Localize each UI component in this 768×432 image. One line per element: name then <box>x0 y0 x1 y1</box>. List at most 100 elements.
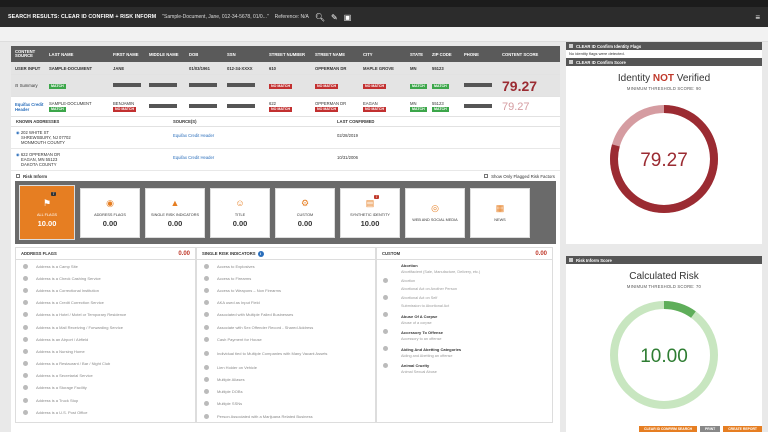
risk-flag-item: Associated with Multiple Failed Business… <box>197 309 375 321</box>
results-table: CONTENT SOURCE LAST NAME FIRST NAME MIDD… <box>11 46 560 117</box>
redacted-bar <box>189 104 217 108</box>
match-badge: MATCH <box>410 83 427 89</box>
custom-sub-item: Abortion <box>401 278 416 283</box>
summary-row[interactable]: ⊟ Summary MATCH NO MATCH NO MATCH NO MAT… <box>11 75 560 97</box>
custom-group-title: Animal Cruelty <box>401 363 430 368</box>
risk-flag-label: Address is a Hotel / Motel or Temporary … <box>36 312 127 318</box>
card-address-flags[interactable]: ◉ ADDRESS FLAGS 0.00 <box>80 187 140 238</box>
bottom-actions: CLEAR ID CONFIRM SEARCH PRINT CREATE REP… <box>566 426 768 432</box>
equifax-source-link[interactable]: Equifax Credit Header <box>15 101 44 112</box>
risk-flag-label: AKA used as Input Field <box>217 300 260 306</box>
card-synthetic-identity[interactable]: 7 ▤ SYNTHETIC IDENTITY 10.00 <box>340 187 400 238</box>
risk-detail-columns: ADDRESS FLAGS 0.00 Address is a Camp Site… <box>15 247 556 424</box>
subheader-strip <box>0 27 768 42</box>
flag-count-badge: 7 <box>51 192 56 196</box>
clear-id-confirm-search-button[interactable]: CLEAR ID CONFIRM SEARCH <box>639 426 698 432</box>
risk-flag-label: Address is a Restaurant / Bar / Night Cl… <box>36 361 111 367</box>
panel-toggle-icon[interactable] <box>569 258 573 262</box>
address-source-link[interactable]: Equifax Credit Header <box>173 155 215 160</box>
summary-last-name: MATCH <box>45 83 109 89</box>
redacted-bar <box>464 104 492 108</box>
risk-flag-item: Address is a Secretarial Service <box>16 370 195 382</box>
risk-flag-item: Lien Holder on Vehicle <box>197 361 375 373</box>
risk-flag-item: Access to Weapons – Non Firearms <box>197 284 375 296</box>
risk-flag-label: Multiple SSNs <box>217 401 243 407</box>
address-line2: SHREWSBURY, NJ 07702 <box>21 135 71 140</box>
address-row: ◉ 622 OPPERMAN DR EAGAN, MN 55123 DAKOTA… <box>11 149 560 171</box>
summary-street-number: NO MATCH <box>265 83 311 89</box>
address-source-link[interactable]: Equifax Credit Header <box>173 133 215 138</box>
status-dot-icon <box>23 385 28 391</box>
status-dot-icon <box>204 364 209 370</box>
identity-flags-message: No identity flags were detected. <box>566 50 762 58</box>
card-label: ALL FLAGS <box>36 212 58 217</box>
redacted-bar <box>149 83 177 87</box>
create-report-button[interactable]: CREATE REPORT <box>723 426 762 432</box>
hamburger-menu-icon[interactable]: ≡ <box>755 12 760 22</box>
status-dot-icon <box>204 263 209 269</box>
status-dot-icon <box>204 401 209 407</box>
risk-flag-label: Address is a Correctional Institution <box>36 287 99 293</box>
search-query: "Sample-Document, Jane, 012-34-5678, 01/… <box>162 14 269 20</box>
equifax-middle-name <box>145 104 185 109</box>
header-bar: SEARCH RESULTS: CLEAR ID CONFIRM + RISK … <box>0 7 768 27</box>
cell-dob: 01/03/1961 <box>189 65 210 71</box>
status-dot-icon <box>23 287 28 293</box>
edit-icon[interactable]: ✎ <box>331 12 338 22</box>
summary-middle-name <box>145 83 185 88</box>
panel-title: Risk Inform Score <box>576 257 612 263</box>
status-dot-icon <box>23 324 28 330</box>
risk-score-value: 10.00 <box>640 346 688 367</box>
flagged-only-toggle[interactable]: Show Only Flagged Risk Factors <box>479 174 555 179</box>
card-all-flags[interactable]: 7 ⚑ ALL FLAGS 10.00 <box>19 185 75 240</box>
panel-toggle-icon[interactable] <box>569 44 573 48</box>
risk-flag-item: Multiple Aliases <box>197 374 375 386</box>
custom-sub-item: Aiding and Abetting an offense <box>401 353 453 358</box>
card-custom[interactable]: ⚙ CUSTOM 0.00 <box>275 187 335 238</box>
status-dot-icon <box>23 361 28 367</box>
cell-city: MAPLE GROVE <box>363 65 394 71</box>
card-news[interactable]: ▦ NEWS <box>470 187 530 238</box>
risk-flag-item: Address is a Nursing Home <box>16 345 195 357</box>
card-label: TITLE <box>234 212 246 217</box>
equifax-state: MN MATCH <box>406 101 428 112</box>
flagged-only-checkbox[interactable] <box>484 174 489 178</box>
print-button[interactable]: PRINT <box>700 426 721 432</box>
risk-score-gauge: 10.00 <box>610 301 718 409</box>
gear-icon: ⚙ <box>300 197 310 208</box>
address-flags-list: Address is a Camp Site Address is a Check… <box>16 260 195 418</box>
equifax-dob <box>185 104 223 109</box>
info-icon[interactable]: i <box>257 250 264 257</box>
risk-flag-item: Address is a Camp Site <box>16 260 195 272</box>
risk-flag-item: AKA used as Input Field <box>197 297 375 309</box>
column-score: 0.00 <box>178 250 190 257</box>
address-line1: 202 WHITE ST <box>20 130 49 135</box>
card-web-social-media[interactable]: ◎ WEB AND SOCIAL MEDIA <box>405 187 465 238</box>
no-match-badge: NO MATCH <box>113 107 137 112</box>
address-flags-column: ADDRESS FLAGS 0.00 Address is a Camp Site… <box>15 247 196 424</box>
status-dot-icon <box>23 312 28 318</box>
risk-flag-label: Access to Firearms <box>217 275 252 281</box>
street-name-value: OPPERMAN DR <box>315 101 347 106</box>
cell-zip: 55123 <box>432 65 444 71</box>
cell-ssn: 012-34-XXXX <box>227 65 253 71</box>
custom-sub-item: Abuse of a corpse <box>401 320 432 325</box>
status-dot-icon <box>23 275 28 281</box>
custom-group-title: Abortion <box>401 263 418 268</box>
address-line3: DAKOTA COUNTY <box>21 162 57 167</box>
search-icon[interactable]: 🔍︎ <box>314 12 325 22</box>
risk-collapse-checkbox[interactable] <box>16 174 20 178</box>
summary-city: NO MATCH <box>359 83 406 89</box>
save-icon[interactable]: ▣ <box>343 12 352 22</box>
location-pin-icon: ◉ <box>16 152 20 157</box>
state-value: MN <box>410 101 417 106</box>
address-block: ◉ 622 OPPERMAN DR EAGAN, MN 55123 DAKOTA… <box>11 152 173 167</box>
status-dot-icon <box>23 300 28 306</box>
risk-flag-label: Access to Explosives <box>217 263 255 269</box>
card-title[interactable]: ☺ TITLE 0.00 <box>210 187 270 238</box>
risk-flag-label: Address is a Mail Receiving / Forwarding… <box>36 324 123 330</box>
equifax-street-name: OPPERMAN DR NO MATCH <box>311 101 359 112</box>
collapse-icon[interactable]: ⊟ <box>15 83 19 88</box>
panel-toggle-icon[interactable] <box>569 60 573 64</box>
card-single-risk-indicators[interactable]: ▲ SINGLE RISK INDICATORS 0.00 <box>145 187 205 238</box>
